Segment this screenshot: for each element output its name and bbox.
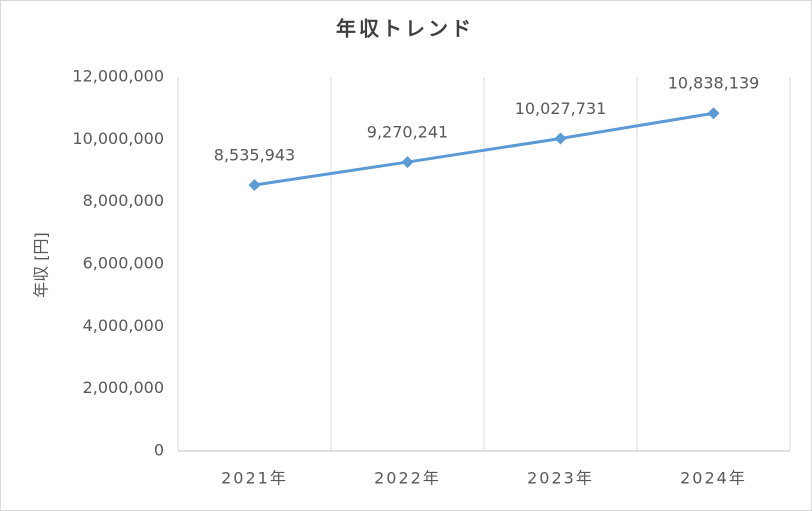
y-tick-label: 2,000,000 <box>83 378 164 397</box>
data-label: 10,027,731 <box>515 99 607 118</box>
data-label: 8,535,943 <box>214 145 295 164</box>
data-label: 9,270,241 <box>367 123 448 142</box>
y-tick-label: 10,000,000 <box>72 129 164 148</box>
x-tick-label: 2021年 <box>221 469 288 488</box>
marker <box>707 107 720 120</box>
x-tick-label: 2024年 <box>680 469 747 488</box>
data-label: 10,838,139 <box>668 74 760 93</box>
x-tick-label: 2022年 <box>374 469 441 488</box>
marker <box>401 156 414 169</box>
line <box>254 111 714 187</box>
y-tick-label: 8,000,000 <box>83 191 164 210</box>
y-tick-label: 6,000,000 <box>83 254 164 273</box>
chart-title: 年収トレンド <box>336 17 474 41</box>
marker <box>248 178 261 191</box>
x-tick-label: 2023年 <box>527 469 594 488</box>
y-axis-label: 年収 [円] <box>32 232 51 298</box>
y-tick-label: 0 <box>154 441 164 460</box>
y-tick-label: 12,000,000 <box>72 67 164 86</box>
marker <box>554 132 567 145</box>
y-tick-label: 4,000,000 <box>83 316 164 335</box>
